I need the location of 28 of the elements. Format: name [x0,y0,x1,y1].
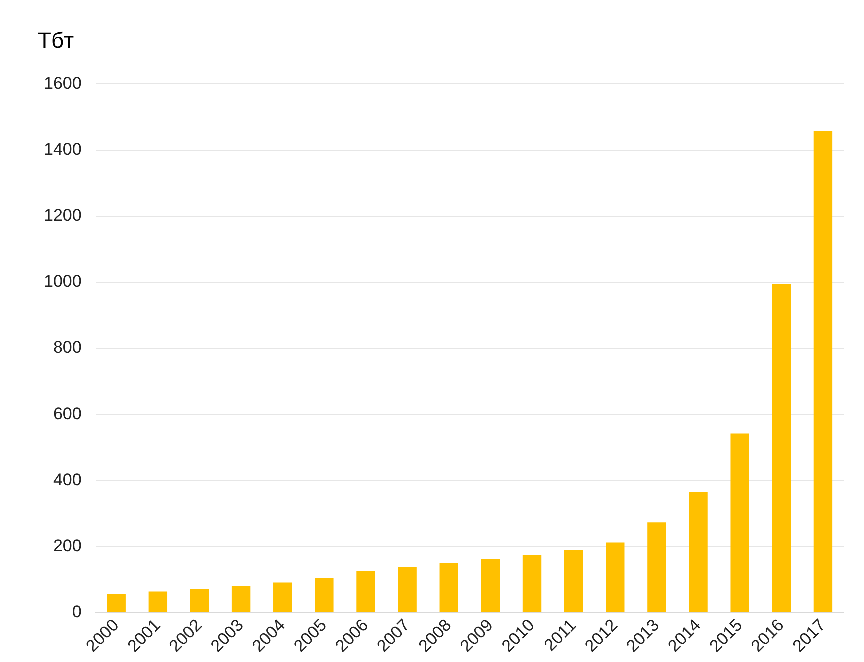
bar [481,558,500,612]
y-tick-label: 1200 [44,206,82,226]
y-tick-label: 1000 [44,272,82,292]
bar [814,131,833,612]
bar [772,284,792,612]
y-tick-label: 200 [53,536,82,556]
y-axis-title: Тбт [38,28,74,54]
bar [107,594,126,612]
bar [232,586,251,612]
y-tick-label: 800 [53,338,82,358]
bar [648,522,666,612]
y-tick-label: 1600 [44,74,82,93]
y-tick-label: 600 [53,404,82,424]
bar [730,434,750,612]
bar [356,572,376,612]
y-tick-label: 0 [72,602,82,622]
bar [190,589,210,612]
bar [274,582,292,612]
y-tick-label: 1400 [44,140,82,159]
bar [564,550,584,612]
bar [315,578,334,612]
bar [148,592,168,612]
bar [398,567,417,612]
bar [606,542,625,612]
y-tick-label: 400 [53,470,82,490]
bar [522,555,542,612]
bar [440,562,458,612]
bar [689,492,708,612]
